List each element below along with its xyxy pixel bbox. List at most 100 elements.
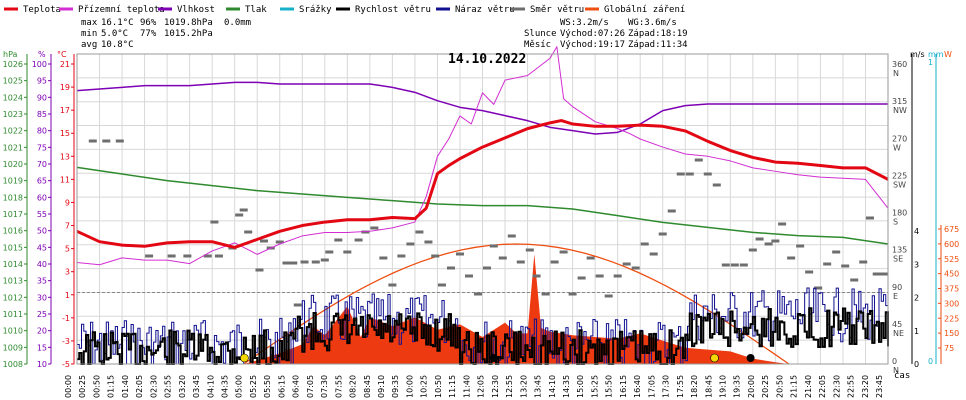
stat-min-hum: 77% (140, 29, 157, 39)
tick-label-hpa: 1016 (3, 227, 23, 236)
tick-label-pct: 30 (37, 293, 47, 302)
tick-label-hpa: 1010 (3, 327, 23, 336)
wind-dir-mark (694, 158, 703, 162)
stats-block: max 16.1°C 96% 1019.8hPa 0.0mm min 5.0°C… (81, 18, 688, 50)
wind-dir-mark (325, 250, 334, 254)
time-label: 11:15 (448, 375, 457, 398)
time-label: 13:45 (534, 375, 543, 398)
stat-avg-label: avg (81, 40, 97, 50)
wind-dir-mark (613, 274, 622, 278)
tick-label-w: 300 (944, 299, 959, 308)
wind-dir-mark (658, 232, 667, 236)
time-label: 22:05 (818, 375, 827, 398)
tick-label-hpa: 1023 (3, 110, 23, 119)
wind-dir-mark (667, 209, 676, 213)
wind-dir-mark (415, 230, 424, 234)
wind-dir-mark (649, 252, 658, 256)
stat-moonrise: Východ:19:17 (560, 40, 625, 50)
tick-label-dir-deg: 90 (892, 283, 902, 292)
tick-label-dir: SW (893, 180, 906, 189)
time-label: 02:05 (135, 375, 144, 398)
time-label: 00:00 (64, 375, 73, 398)
time-label: 17:55 (676, 375, 685, 398)
wind-dir-mark (532, 274, 541, 278)
tick-label-hpa: 1019 (3, 177, 23, 186)
time-label: 00:25 (78, 375, 87, 398)
tick-label-degc: 3 (65, 268, 70, 277)
wind-dir-mark (595, 274, 604, 278)
series-wind-speed (77, 307, 889, 365)
moon-marker (746, 354, 755, 362)
time-label: 10:00 (405, 375, 414, 398)
tick-label-pct: 35 (37, 277, 47, 286)
tick-label-pct: 70 (37, 160, 47, 169)
time-label: 22:55 (847, 375, 856, 398)
time-label: 02:30 (149, 375, 158, 398)
time-label: 05:50 (263, 375, 272, 398)
wind-dir-mark (622, 262, 631, 266)
tick-label-w: 600 (944, 240, 959, 249)
time-label: 11:40 (462, 375, 471, 398)
legend-label-6: Náraz větru (455, 5, 515, 15)
tick-label-dir-deg: 45 (892, 320, 902, 329)
time-label: 15:25 (590, 375, 599, 398)
wind-dir-mark (354, 238, 363, 242)
series-area-global-radiation (243, 254, 789, 364)
tick-label-pct: 85 (37, 110, 47, 119)
tick-label-hpa: 1026 (3, 60, 23, 69)
wind-dir-mark (841, 264, 850, 268)
tick-label-hpa: 1025 (3, 77, 23, 86)
wind-dir-mark (859, 260, 868, 264)
wind-dir-mark (865, 216, 874, 220)
tick-label-dir-deg: 0 (892, 357, 897, 366)
stat-min-temp: 5.0°C (101, 29, 128, 39)
wind-dir-mark (525, 248, 534, 252)
unit-hpa: hPa (3, 50, 18, 59)
tick-label-w: 75 (944, 344, 954, 353)
stat-min-label: min (81, 29, 97, 39)
wind-dir-mark (464, 274, 473, 278)
wind-dir-mark (282, 261, 291, 265)
time-label: 17:05 (647, 375, 656, 398)
time-label: 14:10 (548, 375, 557, 398)
wind-dir-mark (397, 254, 406, 258)
tick-label-degc: 17 (60, 106, 70, 115)
tick-label-pct: 90 (37, 93, 47, 102)
time-label: 05:00 (235, 375, 244, 398)
wind-dir-mark (489, 244, 498, 248)
series-line-teplota (76, 119, 889, 249)
tick-label-mm: 0 (928, 357, 933, 366)
time-label: 17:30 (662, 375, 671, 398)
wind-dir-mark (334, 238, 343, 242)
tick-label-hpa: 1020 (3, 160, 23, 169)
tick-label-degc: 1 (65, 291, 70, 300)
tick-label-pct: 45 (37, 243, 47, 252)
wind-dir-mark (183, 254, 192, 258)
wind-dir-mark (483, 266, 492, 270)
tick-label-w: 450 (944, 270, 959, 279)
series-line-vlhkost (76, 81, 888, 135)
stat-wg: WG:3.6m/s (628, 18, 677, 28)
wind-dir-mark (473, 292, 482, 296)
wind-dir-mark (210, 220, 219, 224)
wind-dir-mark (115, 139, 124, 143)
radiation-max-arc (243, 243, 790, 365)
wind-dir-mark (293, 303, 302, 307)
wind-dir-mark (516, 260, 525, 264)
unit-mm: mm (928, 50, 944, 59)
time-label: 05:25 (249, 375, 258, 398)
tick-label-pct: 60 (37, 193, 47, 202)
tick-label-pct: 95 (37, 77, 47, 86)
unit-degc: °C (57, 50, 67, 59)
grid (76, 53, 889, 365)
tick-label-degc: -1 (62, 314, 70, 323)
wind-dir-mark (631, 266, 640, 270)
time-label: 23:45 (875, 375, 884, 398)
time-label: 20:50 (775, 375, 784, 398)
wind-dir-mark (739, 263, 748, 267)
plot-area (76, 46, 889, 365)
sun-marker (240, 353, 249, 363)
tick-label-dir: N (893, 366, 899, 375)
tick-label-pct: 40 (37, 260, 47, 269)
